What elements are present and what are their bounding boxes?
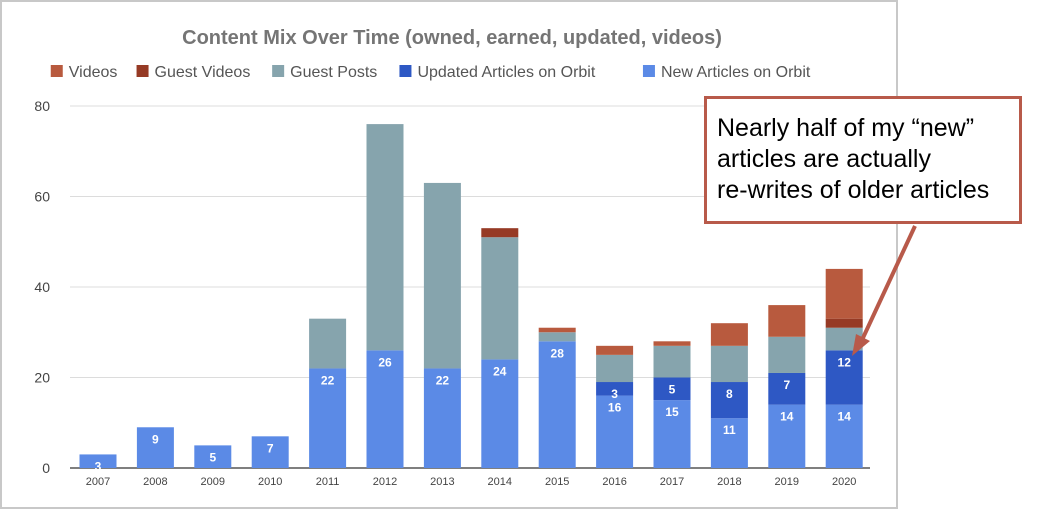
bar-segment: [481, 228, 519, 238]
data-label: 7: [267, 441, 274, 455]
bar-segment: [653, 400, 691, 468]
data-label: 9: [152, 432, 159, 446]
x-tick-label: 2013: [430, 476, 454, 488]
bar-segment: [251, 436, 289, 468]
data-label: 28: [551, 346, 565, 360]
x-tick-label: 2009: [201, 476, 225, 488]
bar-segment: [596, 354, 634, 383]
arrow-head: [852, 334, 870, 356]
bar-segment: [79, 454, 117, 468]
x-tick-label: 2008: [143, 476, 167, 488]
bar-segment: [309, 368, 347, 468]
bar-segment: [825, 268, 863, 319]
bar-segment: [423, 182, 461, 369]
x-tick-label: 2015: [545, 476, 569, 488]
data-label: 3: [611, 387, 618, 401]
data-label: 3: [95, 459, 102, 473]
x-tick-label: 2020: [832, 476, 856, 488]
y-tick-label: 80: [34, 98, 50, 114]
y-tick-label: 0: [42, 460, 50, 476]
legend-swatch: [136, 65, 149, 77]
x-tick-label: 2017: [660, 476, 684, 488]
bar-segment: [481, 237, 519, 360]
data-label: 8: [726, 387, 733, 401]
bar-segment: [194, 445, 232, 468]
data-label: 22: [436, 373, 450, 387]
bar-segment: [825, 404, 863, 468]
bar-segment: [768, 372, 806, 405]
bar-segment: [653, 345, 691, 378]
bar-segment: [538, 327, 576, 333]
y-tick-label: 60: [34, 189, 50, 205]
bar-segment: [596, 395, 634, 468]
data-label: 16: [608, 401, 622, 415]
legend-label: New Articles on Orbit: [661, 64, 811, 81]
legend-swatch: [642, 65, 655, 77]
legend-swatch: [272, 65, 285, 77]
bar-segment: [710, 345, 748, 383]
bar-segment: [768, 336, 806, 373]
data-label: 11: [723, 423, 736, 437]
x-tick-label: 2010: [258, 476, 282, 488]
bar-segment: [423, 368, 461, 468]
bar-segment: [710, 323, 748, 346]
bar-segment: [825, 327, 863, 351]
bar-segment: [596, 345, 634, 355]
x-tick-label: 2011: [316, 476, 340, 488]
x-tick-label: 2016: [602, 476, 626, 488]
data-label: 5: [209, 450, 216, 464]
legend-label: Guest Posts: [290, 64, 377, 81]
legend-label: Updated Articles on Orbit: [417, 64, 595, 81]
legend-swatch: [50, 65, 63, 77]
bar-segment: [825, 318, 863, 328]
bar-segment: [768, 305, 806, 337]
bar-segment: [366, 350, 404, 468]
x-tick-label: 2007: [86, 476, 110, 488]
callout-line-2: articles are actually: [717, 145, 931, 173]
bar-segment: [596, 382, 634, 396]
bar-segment: [481, 359, 519, 468]
data-label: 15: [665, 405, 679, 419]
bar-segment: [136, 427, 174, 468]
data-label: 14: [780, 410, 794, 424]
bar-segment: [710, 382, 748, 419]
data-label: 7: [783, 378, 790, 392]
x-tick-label: 2014: [488, 476, 512, 488]
arrow-shaft: [860, 225, 917, 341]
callout-arrow: [852, 225, 917, 356]
bar-segment: [710, 418, 748, 468]
bar-segment: [538, 341, 576, 468]
bar-segment: [653, 341, 691, 346]
x-tick-label: 2019: [775, 476, 799, 488]
data-label: 12: [838, 355, 852, 369]
legend-label: Videos: [69, 64, 118, 81]
data-label: 5: [669, 383, 676, 397]
bar-segment: [768, 404, 806, 468]
x-tick-label: 2012: [373, 476, 397, 488]
data-label: 14: [838, 410, 852, 424]
y-tick-label: 40: [34, 279, 50, 295]
chart-legend: Videos Guest Videos Guest Posts Updated Art…: [50, 64, 811, 81]
legend-swatch: [399, 65, 412, 77]
data-label: 22: [321, 373, 335, 387]
x-axis-ticks: 2007 2008 2009 2010 2011 2012 2013 2014 2015 2016…: [86, 476, 857, 488]
x-tick-label: 2018: [717, 476, 741, 488]
data-label: 26: [378, 355, 392, 369]
bar-segment: [653, 377, 691, 401]
y-tick-label: 20: [34, 370, 50, 386]
bar-segment: [825, 350, 863, 405]
callout-line-3: re-writes of older articles: [717, 176, 990, 204]
annotation-callout: Nearly half of my “new” articles are act…: [704, 96, 1022, 224]
y-axis-ticks: 0 20 40 60 80: [34, 98, 50, 476]
chart-title: Content Mix Over Time (owned, earned, up…: [182, 27, 722, 49]
bar-segment: [366, 124, 404, 351]
callout-line-1: Nearly half of my “new”: [717, 114, 975, 142]
legend-label: Guest Videos: [155, 64, 251, 81]
bar-segment: [538, 332, 576, 342]
data-label: 24: [493, 364, 507, 378]
bar-segment: [309, 318, 347, 369]
